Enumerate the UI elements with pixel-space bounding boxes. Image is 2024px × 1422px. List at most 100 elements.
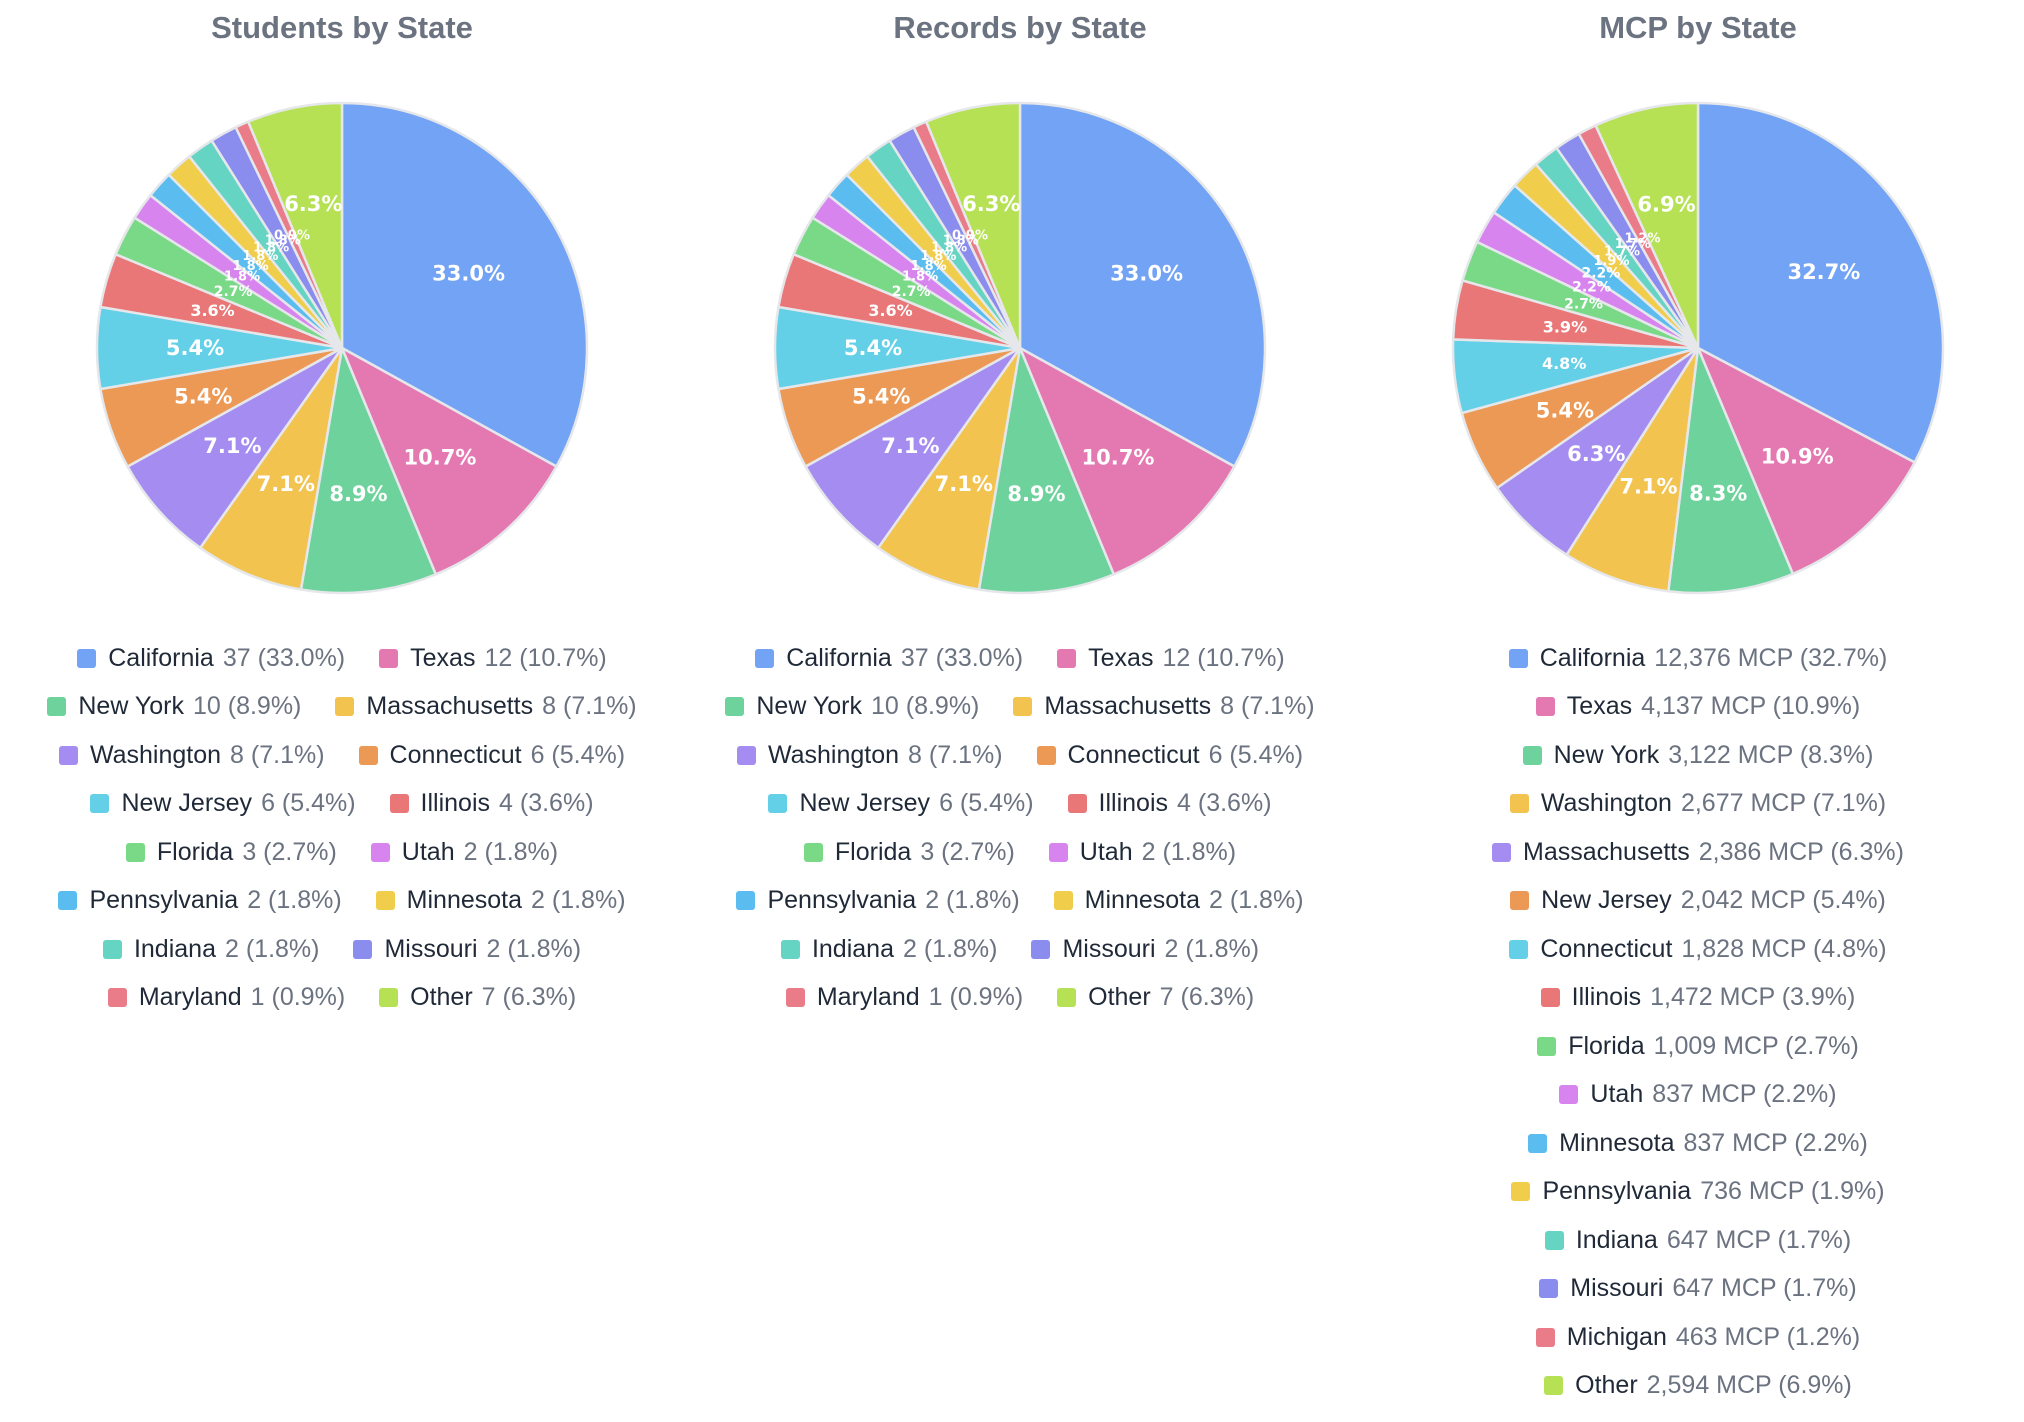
legend-item-california[interactable]: California 37 (33.0%): [77, 634, 345, 683]
pie-slice-washington[interactable]: [804, 346, 1022, 550]
legend-item-new-york[interactable]: New York 10 (8.9%): [725, 683, 979, 732]
legend-item-other[interactable]: Other 2,594 MCP (6.9%): [1544, 1362, 1852, 1411]
pie-slice-other[interactable]: [246, 101, 344, 350]
pie-chart-students: 33.0%10.7%8.9%7.1%7.1%5.4%5.4%3.6%2.7%1.…: [95, 101, 589, 595]
legend-value: 463 MCP (1.2%): [1675, 1322, 1861, 1351]
legend-item-new-jersey[interactable]: New Jersey 6 (5.4%): [90, 780, 356, 829]
legend-item-washington[interactable]: Washington 2,677 MCP (7.1%): [1509, 780, 1886, 829]
legend-item-minnesota[interactable]: Minnesota 2 (1.8%): [375, 877, 626, 926]
legend-label: Pennsylvania: [89, 886, 239, 915]
legend-value: 37 (33.0%): [222, 643, 346, 672]
legend-item-indiana[interactable]: Indiana 2 (1.8%): [102, 925, 319, 974]
pie-labels: 32.7%10.9%8.3%7.1%6.3%5.4%4.8%3.9%2.7%2.…: [1536, 192, 1861, 505]
legend-swatch: [1036, 745, 1056, 765]
legend-item-washington[interactable]: Washington 8 (7.1%): [58, 731, 325, 780]
legend-item-pennsylvania[interactable]: Pennsylvania 2 (1.8%): [736, 877, 1020, 926]
legend-item-maryland[interactable]: Maryland 1 (0.9%): [785, 974, 1023, 1023]
legend-item-pennsylvania[interactable]: Pennsylvania 736 MCP (1.9%): [1511, 1168, 1885, 1217]
pie-slice-california[interactable]: [340, 101, 589, 468]
legend-item-new-york[interactable]: New York 3,122 MCP (8.3%): [1522, 731, 1873, 780]
legend-label: California: [1539, 643, 1646, 672]
legend-item-california[interactable]: California 12,376 MCP (32.7%): [1508, 634, 1887, 683]
pie-slice-washington[interactable]: [1565, 346, 1700, 593]
legend-value: 1,009 MCP (2.7%): [1653, 1031, 1859, 1060]
legend-item-missouri[interactable]: Missouri 2 (1.8%): [1031, 925, 1259, 974]
legend-item-utah[interactable]: Utah 837 MCP (2.2%): [1559, 1071, 1837, 1120]
legend-item-utah[interactable]: Utah 2 (1.8%): [370, 828, 558, 877]
chart-title: MCP by State: [1599, 10, 1797, 45]
legend-item-indiana[interactable]: Indiana 647 MCP (1.7%): [1544, 1216, 1852, 1265]
legend-item-missouri[interactable]: Missouri 647 MCP (1.7%): [1539, 1265, 1857, 1314]
pie-slice-texas[interactable]: [340, 346, 558, 576]
pie-slice-new-york[interactable]: [977, 346, 1116, 595]
legend-item-florida[interactable]: Florida 3 (2.7%): [803, 828, 1015, 877]
legend-value: 6 (5.4%): [261, 789, 356, 818]
legend-label: New York: [1553, 740, 1660, 769]
legend-item-texas[interactable]: Texas 4,137 MCP (10.9%): [1535, 683, 1860, 732]
legend-item-michigan[interactable]: Michigan 463 MCP (1.2%): [1535, 1313, 1861, 1362]
legend-item-other[interactable]: Other 7 (6.3%): [1057, 974, 1254, 1023]
legend-label: Pennsylvania: [767, 886, 917, 915]
slice-label-connecticut: 5.4%: [174, 385, 232, 409]
legend-students: California 37 (33.0%) Texas 12 (10.7%) New Y…: [42, 634, 642, 1022]
legend-item-minnesota[interactable]: Minnesota 2 (1.8%): [1053, 877, 1304, 926]
slice-label-california: 33.0%: [432, 261, 505, 285]
pie-slice-other[interactable]: [1594, 101, 1700, 350]
pie-slice-new-york[interactable]: [299, 346, 438, 595]
legend-value: 2,386 MCP (6.3%): [1698, 837, 1904, 866]
legend-swatch: [370, 842, 390, 862]
legend-item-florida[interactable]: Florida 1,009 MCP (2.7%): [1537, 1022, 1859, 1071]
legend-label: Texas: [1088, 643, 1154, 672]
pie-slice-california[interactable]: [1018, 101, 1267, 468]
legend-value: 837 MCP (2.2%): [1652, 1080, 1837, 1109]
legend-item-minnesota[interactable]: Minnesota 837 MCP (2.2%): [1528, 1119, 1868, 1168]
legend-value: 647 MCP (1.7%): [1672, 1274, 1857, 1303]
pie-slices: [95, 101, 589, 595]
legend-item-new-jersey[interactable]: New Jersey 2,042 MCP (5.4%): [1510, 877, 1886, 926]
legend-item-texas[interactable]: Texas 12 (10.7%): [1057, 634, 1285, 683]
legend-swatch: [1508, 648, 1528, 668]
legend-item-illinois[interactable]: Illinois 4 (3.6%): [389, 780, 594, 829]
legend-item-florida[interactable]: Florida 3 (2.7%): [125, 828, 337, 877]
legend-item-massachusetts[interactable]: Massachusetts 2,386 MCP (6.3%): [1492, 828, 1904, 877]
pie-slice-massachusetts[interactable]: [876, 346, 1022, 591]
legend-value: 2 (1.8%): [486, 934, 582, 963]
legend-item-missouri[interactable]: Missouri 2 (1.8%): [353, 925, 581, 974]
legend-item-pennsylvania[interactable]: Pennsylvania 2 (1.8%): [58, 877, 342, 926]
legend-swatch: [102, 939, 122, 959]
legend-item-new-jersey[interactable]: New Jersey 6 (5.4%): [768, 780, 1034, 829]
pie-slice-texas[interactable]: [1696, 346, 1916, 576]
pie-slice-other[interactable]: [924, 101, 1022, 350]
pie-slice-texas[interactable]: [1018, 346, 1236, 576]
legend-item-indiana[interactable]: Indiana 2 (1.8%): [780, 925, 997, 974]
legend-item-california[interactable]: California 37 (33.0%): [755, 634, 1023, 683]
slice-label-maryland: 0.9%: [952, 229, 988, 244]
legend-item-illinois[interactable]: Illinois 4 (3.6%): [1067, 780, 1272, 829]
pie-slice-massachusetts[interactable]: [198, 346, 344, 591]
legend-item-utah[interactable]: Utah 2 (1.8%): [1048, 828, 1236, 877]
legend-item-other[interactable]: Other 7 (6.3%): [379, 974, 576, 1023]
legend-item-maryland[interactable]: Maryland 1 (0.9%): [107, 974, 345, 1023]
slice-label-california: 32.7%: [1787, 260, 1860, 284]
legend-item-illinois[interactable]: Illinois 1,472 MCP (3.9%): [1540, 974, 1855, 1023]
legend-swatch: [1559, 1085, 1579, 1105]
legend-value: 647 MCP (1.7%): [1666, 1225, 1852, 1254]
legend-item-texas[interactable]: Texas 12 (10.7%): [379, 634, 607, 683]
legend-item-massachusetts[interactable]: Massachusetts 8 (7.1%): [1013, 683, 1315, 732]
chart-panel-mcp: MCP by State 32.7% 10.9% 8.3% 7.1% 6.3% 5.4% 4…: [1368, 0, 2024, 1422]
slice-label-maryland: 0.9%: [274, 229, 310, 244]
legend-item-new-york[interactable]: New York 10 (8.9%): [47, 683, 301, 732]
legend-item-connecticut[interactable]: Connecticut 1,828 MCP (4.8%): [1509, 925, 1887, 974]
legend-item-connecticut[interactable]: Connecticut 6 (5.4%): [1036, 731, 1303, 780]
legend-item-connecticut[interactable]: Connecticut 6 (5.4%): [358, 731, 625, 780]
legend-swatch: [47, 697, 67, 717]
slice-label-utah: 1.8%: [902, 270, 938, 285]
legend-label: Minnesota: [1084, 886, 1201, 915]
pie-slice-washington[interactable]: [126, 346, 344, 550]
legend-item-washington[interactable]: Washington 8 (7.1%): [736, 731, 1003, 780]
legend-label: Maryland: [138, 983, 242, 1012]
pie-slice-california[interactable]: [1696, 101, 1945, 464]
pie-slice-new-york[interactable]: [1667, 346, 1795, 595]
legend-item-massachusetts[interactable]: Massachusetts 8 (7.1%): [335, 683, 637, 732]
legend-swatch: [1540, 988, 1560, 1008]
